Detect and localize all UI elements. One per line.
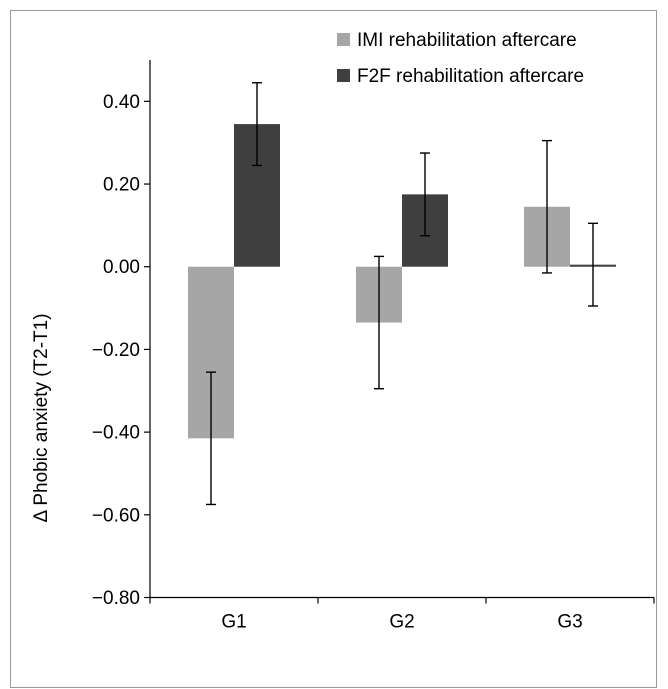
chart-frame [10,10,657,688]
y-tick-label: −0.20 [92,340,140,361]
x-tick-label-g2: G2 [389,612,414,633]
y-tick-label: −0.80 [92,588,140,609]
error-bars-layer [206,82,598,506]
y-tick-label: −0.60 [92,505,140,526]
legend-swatch-series-1 [337,33,350,46]
y-tick-label: 0.20 [103,175,140,196]
legend-swatch-series-2 [337,69,350,82]
y-tick-label: −0.40 [92,423,140,444]
legend-label-series-1: IMI rehabilitation aftercare [357,30,577,51]
legend: IMI rehabilitation aftercare F2F rehabili… [337,30,584,87]
axes-layer: G1 G2 G3 0.40 0.20 0.00 −0.20 −0.40 −0.60 −0.80 [92,60,655,633]
y-axis-label: Δ Phobic anxiety (T2-T1) [31,313,52,522]
legend-label-series-2: F2F rehabilitation aftercare [357,66,584,87]
y-tick-label: 0.00 [103,257,140,278]
y-tick-label: 0.40 [103,92,140,113]
x-tick-label-g3: G3 [557,612,582,633]
x-tick-label-g1: G1 [221,612,246,633]
